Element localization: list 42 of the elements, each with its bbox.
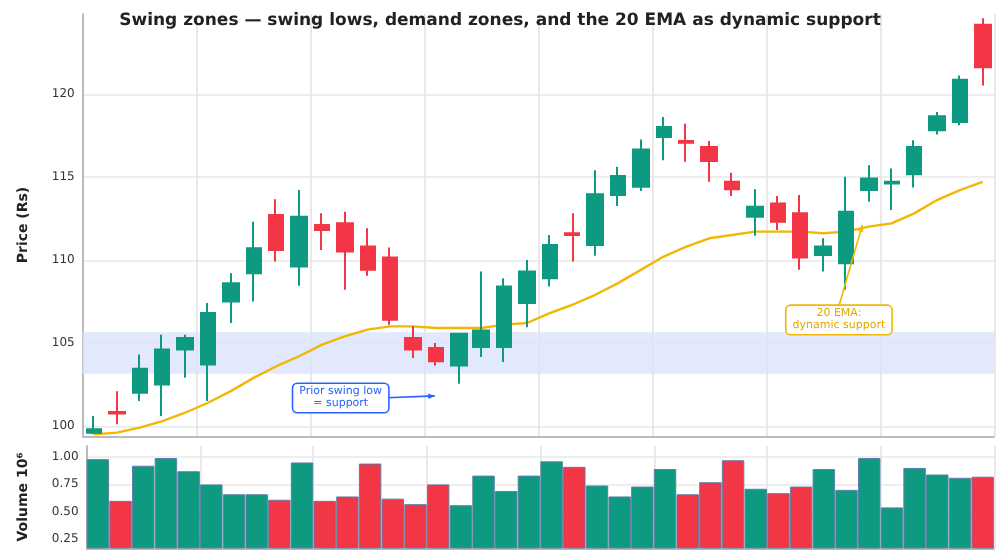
candlestick [814, 237, 832, 273]
candlestick [222, 272, 240, 325]
candlestick [382, 246, 398, 326]
candlestick [952, 74, 968, 127]
candlestick [314, 212, 330, 251]
candlestick [428, 341, 444, 367]
chart-title: Swing zones — swing lows, demand zones, and the 20 EMA as dynamic support [119, 11, 881, 31]
candlestick [906, 139, 922, 189]
candlestick [564, 212, 580, 263]
candlestick [974, 17, 992, 87]
candlestick [404, 325, 422, 359]
candlestick [678, 122, 694, 163]
candlestick [290, 189, 308, 287]
candlestick [700, 140, 718, 183]
candlestick [268, 198, 284, 263]
candlestick [632, 138, 650, 192]
candlestick [108, 390, 126, 426]
candlestick [246, 220, 262, 303]
candlestick [770, 194, 786, 231]
candlestick [656, 116, 672, 162]
candlestick [450, 331, 468, 385]
candlestick [746, 188, 764, 237]
candlestick [132, 353, 148, 403]
candlestick [586, 169, 604, 257]
candlestick [200, 302, 216, 403]
candlestick [472, 270, 490, 359]
candlestick [86, 415, 102, 436]
candlestick [496, 277, 512, 364]
candlestick [838, 175, 854, 291]
candlestick [518, 258, 536, 329]
candlestick [860, 164, 878, 203]
line-series [92, 180, 984, 436]
candlestick [336, 210, 354, 291]
candlestick [724, 171, 740, 197]
candlestick [610, 165, 626, 207]
candlestick [928, 111, 946, 136]
candlestick [360, 227, 376, 277]
candlestick [792, 194, 808, 271]
candlestick [176, 333, 194, 379]
candlestick [154, 333, 170, 418]
candlestick [542, 233, 558, 288]
candlestick [884, 167, 900, 212]
